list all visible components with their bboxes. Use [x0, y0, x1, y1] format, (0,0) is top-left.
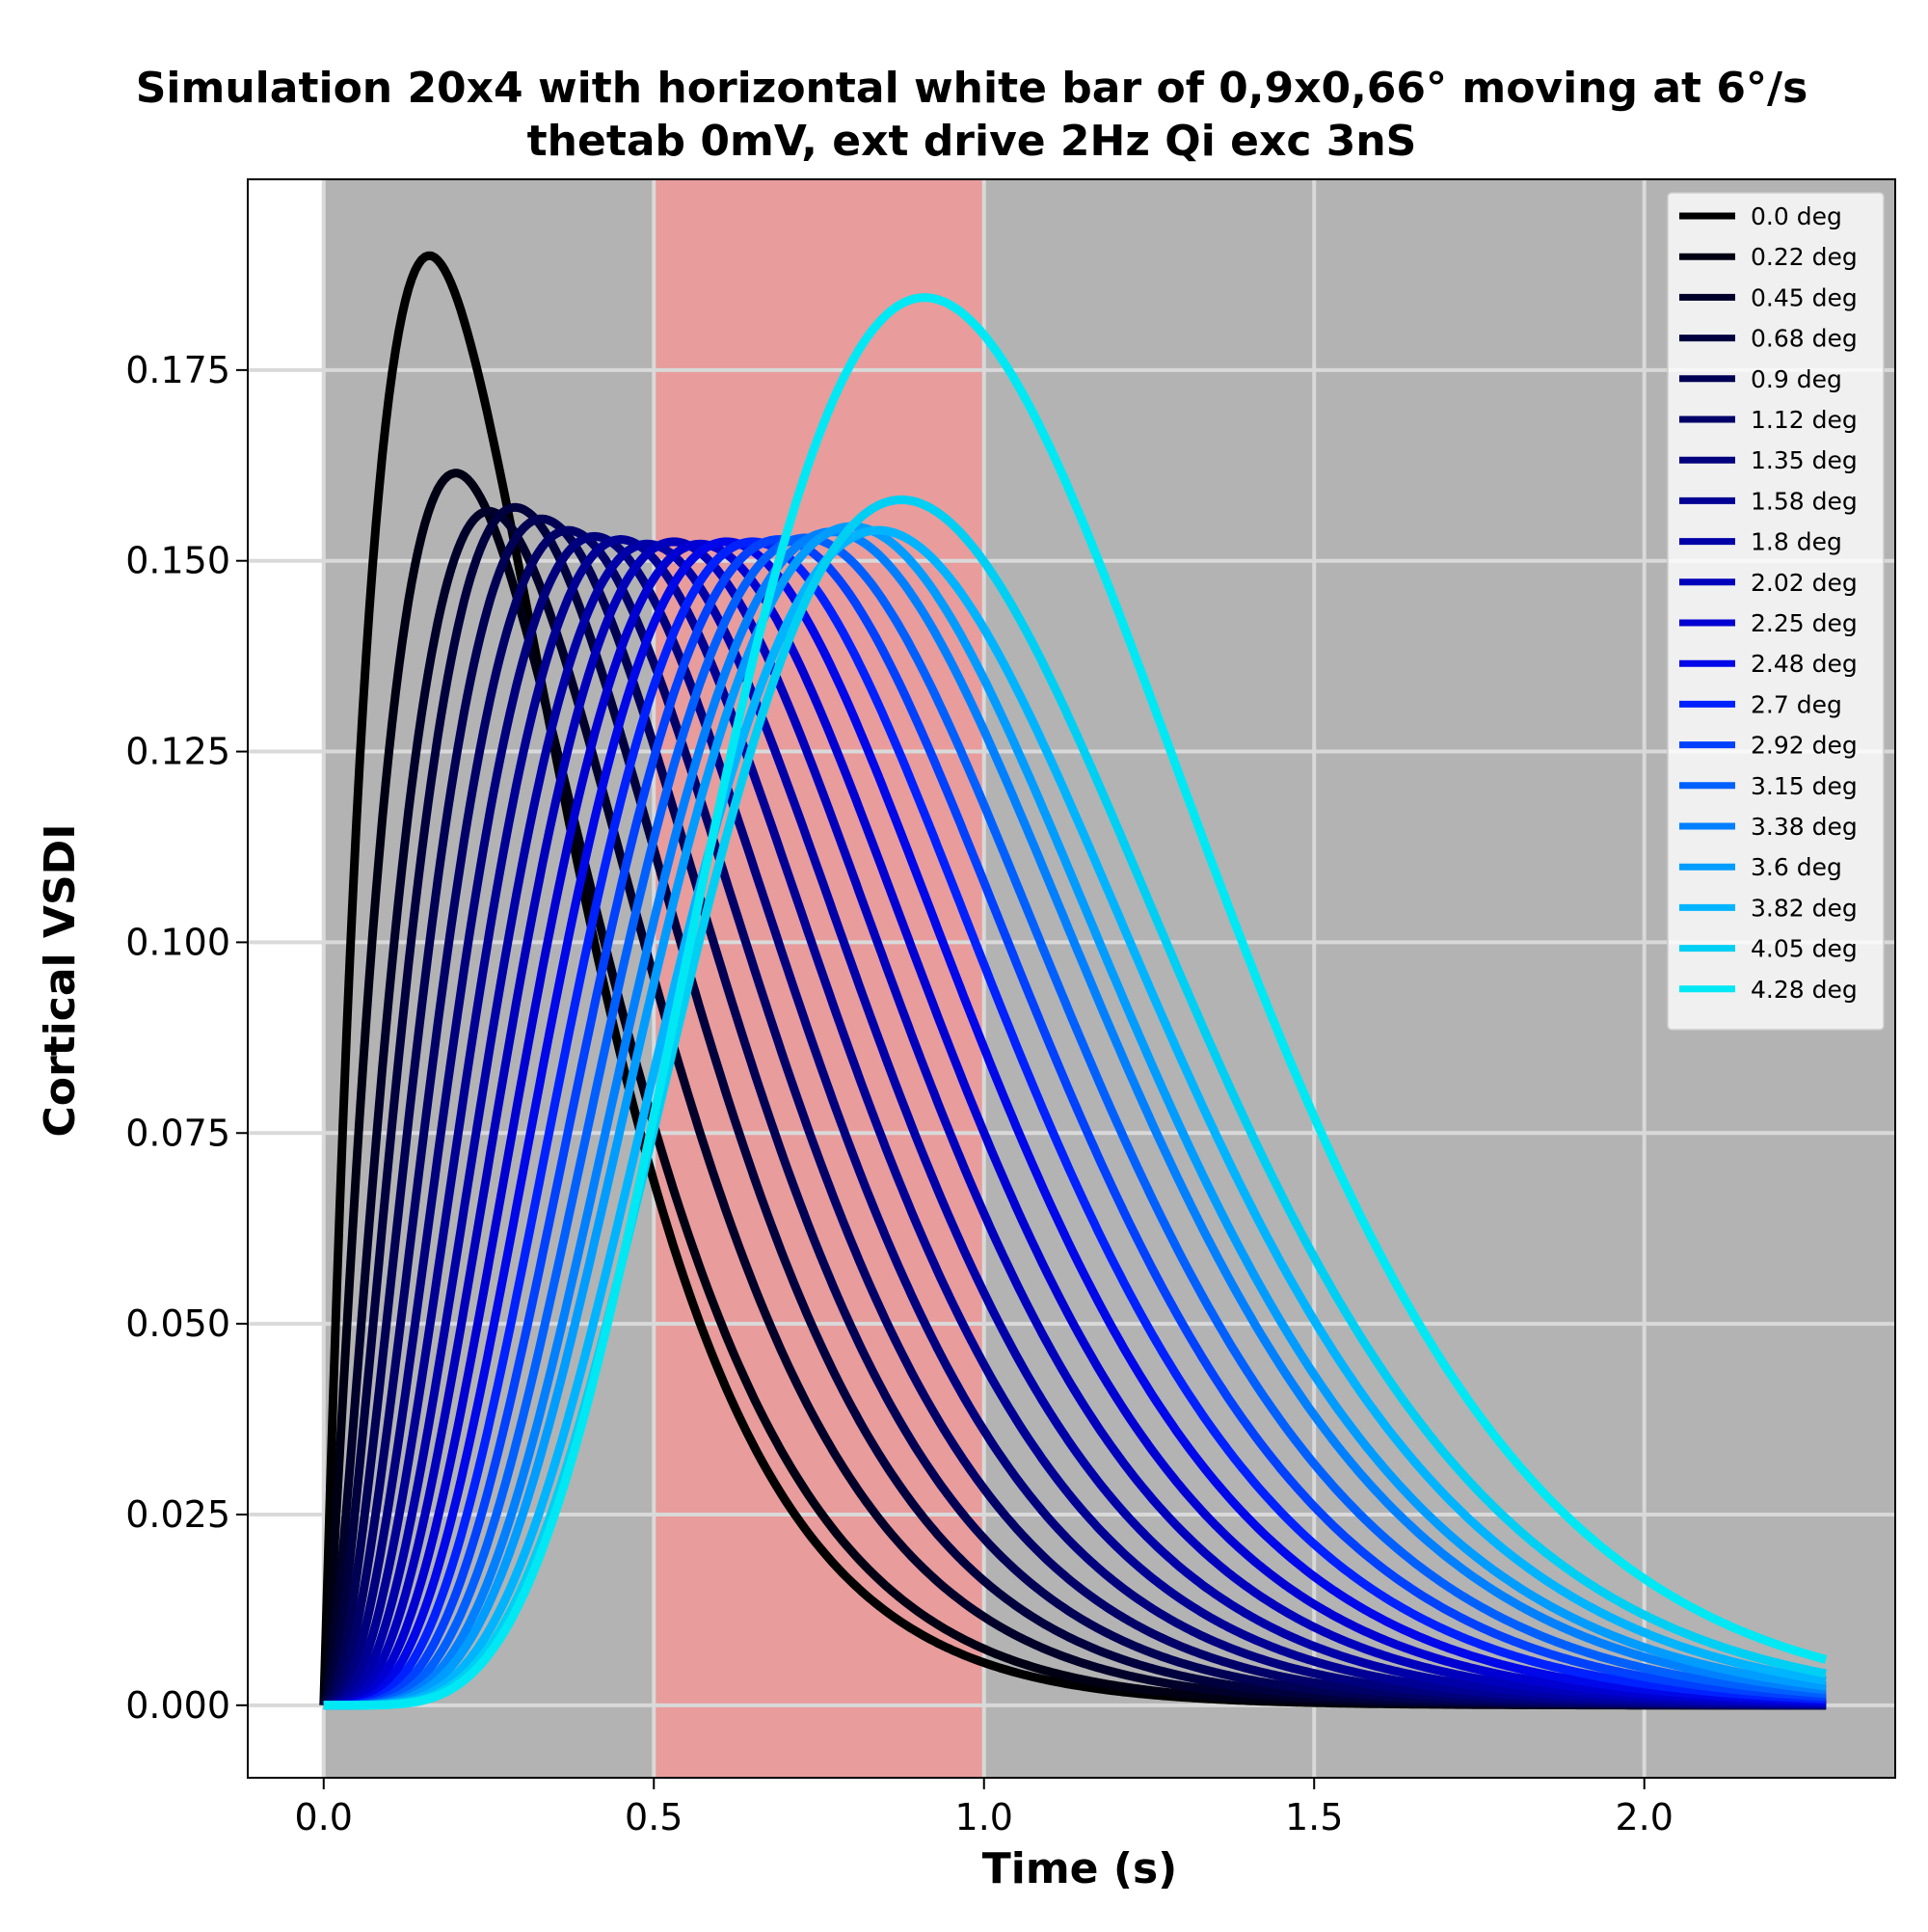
series-line	[322, 535, 1828, 1710]
legend-entry-label: 1.12 deg	[1751, 406, 1858, 434]
legend-entry-label: 2.7 deg	[1751, 690, 1842, 718]
axes-frame	[247, 178, 1896, 1779]
x-tick-label: 2.0	[1615, 1796, 1673, 1838]
x-axis-label: Time (s)	[982, 1844, 1178, 1893]
legend-entry-label: 3.82 deg	[1751, 894, 1858, 922]
legend-entry-label: 2.48 deg	[1751, 650, 1858, 678]
legend-entry-label: 2.02 deg	[1751, 569, 1858, 597]
legend-entry-label: 3.6 deg	[1751, 853, 1842, 881]
legend-box	[1667, 192, 1885, 1031]
stimulus-shaded-region	[654, 179, 984, 1778]
y-tick-label: 0.100	[125, 921, 230, 963]
x-tick-label: 0.5	[625, 1796, 683, 1838]
legend-entry-label: 0.0 deg	[1751, 202, 1842, 230]
series-line	[322, 293, 1828, 1710]
x-tick-label: 1.0	[955, 1796, 1013, 1838]
series-lines	[319, 251, 1828, 1710]
legend-entry-label: 4.28 deg	[1751, 976, 1858, 1004]
y-tick-label: 0.075	[125, 1112, 230, 1154]
series-line	[322, 537, 1828, 1710]
y-tick-label: 0.025	[125, 1493, 230, 1536]
legend-entry-label: 1.35 deg	[1751, 446, 1858, 474]
series-line	[322, 533, 1828, 1710]
x-tick-label: 1.5	[1285, 1796, 1343, 1838]
y-tick-label: 0.175	[125, 349, 230, 391]
y-tick-label: 0.000	[125, 1684, 230, 1727]
legend-entry-label: 0.22 deg	[1751, 243, 1858, 271]
plot-area: 0.0 0.5 1.0 1.5 2.0 0.000 0.025 0.050 0.075 0.100…	[125, 178, 1896, 1838]
legend-entry-label: 0.9 deg	[1751, 365, 1842, 393]
legend-entry-label: 4.05 deg	[1751, 935, 1858, 963]
gray-background-region	[323, 179, 1896, 1778]
series-line	[322, 525, 1828, 1710]
series-line	[322, 527, 1828, 1710]
legend-entry-label: 0.68 deg	[1751, 325, 1858, 353]
legend-entry-label: 0.45 deg	[1751, 283, 1858, 311]
legend-entry-label: 1.8 deg	[1751, 528, 1842, 556]
x-tick-label: 0.0	[295, 1796, 353, 1838]
series-line	[322, 539, 1828, 1710]
y-axis-label: Cortical VSDI	[36, 823, 85, 1137]
legend-entry-label: 2.92 deg	[1751, 732, 1858, 760]
legend-entry-label: 1.58 deg	[1751, 487, 1858, 515]
series-line	[322, 537, 1828, 1710]
y-tick-label: 0.125	[125, 731, 230, 773]
series-line	[322, 522, 1828, 1710]
legend-entry-label: 2.25 deg	[1751, 609, 1858, 637]
legend-entry-label: 3.15 deg	[1751, 772, 1858, 800]
y-tick-label: 0.150	[125, 540, 230, 582]
y-tick-label: 0.050	[125, 1302, 230, 1345]
legend-entry-label: 3.38 deg	[1751, 813, 1858, 841]
series-line	[322, 537, 1828, 1710]
chart-title-line1: Simulation 20x4 with horizontal white ba…	[136, 64, 1808, 113]
chart-title-line2: thetab 0mV, ext drive 2Hz Qi exc 3nS	[527, 117, 1417, 166]
